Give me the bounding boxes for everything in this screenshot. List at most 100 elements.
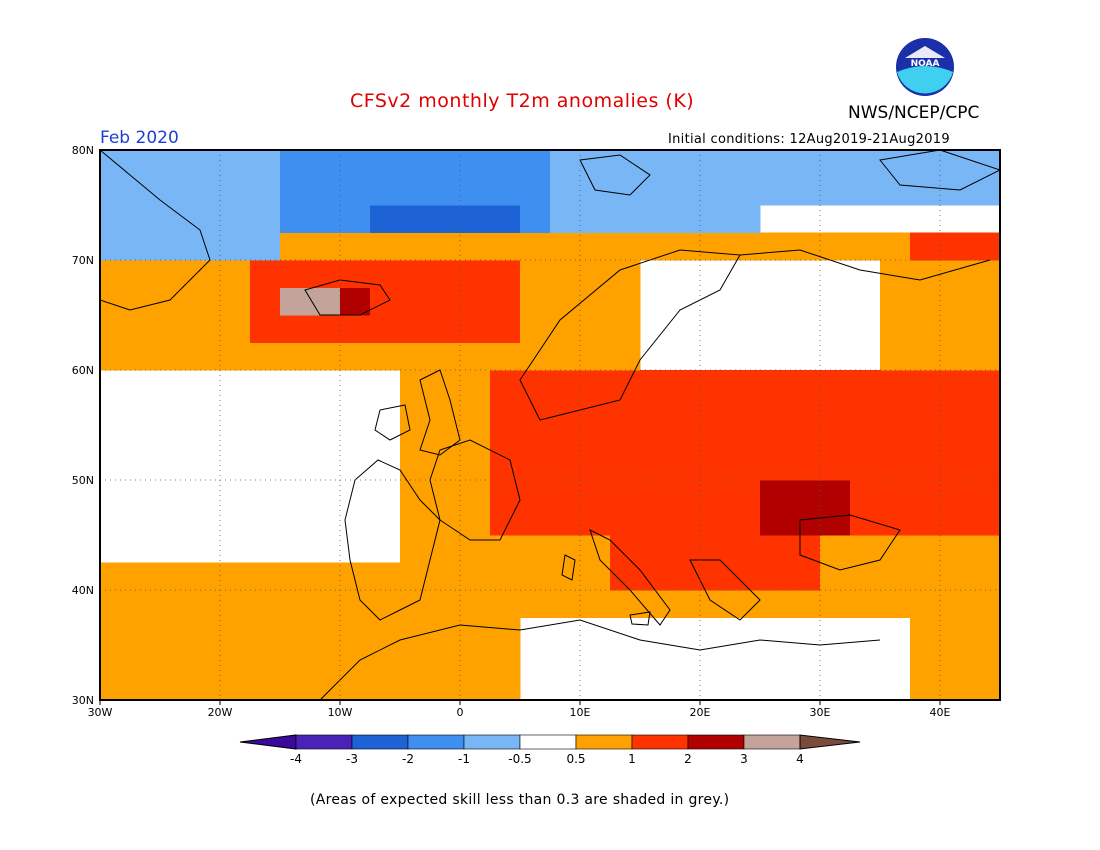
anomaly-cell <box>190 287 221 316</box>
anomaly-cell <box>550 425 581 453</box>
anomaly-cell <box>490 480 521 508</box>
anomaly-cell <box>670 590 701 618</box>
anomaly-cell <box>700 507 731 536</box>
anomaly-cell <box>730 232 761 261</box>
anomaly-cell <box>340 645 371 673</box>
anomaly-cell <box>430 150 461 178</box>
anomaly-cell <box>850 480 881 508</box>
anomaly-cell <box>880 562 911 591</box>
anomaly-cell <box>100 177 131 206</box>
anomaly-cell <box>220 342 251 371</box>
anomaly-cell <box>700 562 731 591</box>
anomaly-cell <box>250 205 281 233</box>
anomaly-field <box>100 150 1000 700</box>
anomaly-cell <box>970 177 1000 206</box>
anomaly-cell <box>940 287 971 316</box>
anomaly-cell <box>550 232 581 261</box>
anomaly-cell <box>490 672 521 700</box>
logo-text: NOAA <box>911 59 940 69</box>
anomaly-cell <box>640 452 671 481</box>
anomaly-cell <box>340 205 371 233</box>
anomaly-cell <box>580 425 611 453</box>
anomaly-cell <box>220 645 251 673</box>
anomaly-cell <box>400 535 431 563</box>
anomaly-cell <box>700 535 731 563</box>
longitude-tick-label: 30W <box>88 706 113 719</box>
anomaly-cell <box>670 150 701 178</box>
anomaly-cell <box>730 535 761 563</box>
anomaly-cell <box>400 672 431 700</box>
anomaly-cell <box>820 150 851 178</box>
anomaly-cell <box>580 452 611 481</box>
anomaly-cell <box>790 150 821 178</box>
latitude-tick-label: 50N <box>72 474 94 487</box>
anomaly-cell <box>730 562 761 591</box>
anomaly-cell <box>130 315 161 343</box>
anomaly-cell <box>880 425 911 453</box>
anomaly-cell <box>790 397 821 426</box>
anomaly-cell <box>940 672 971 700</box>
anomaly-cell <box>910 342 941 371</box>
anomaly-cell <box>880 480 911 508</box>
anomaly-cell <box>280 260 311 288</box>
longitude-tick-label: 20W <box>208 706 233 719</box>
anomaly-cell <box>670 452 701 481</box>
anomaly-cell <box>130 205 161 233</box>
anomaly-cell <box>490 150 521 178</box>
anomaly-cell <box>880 232 911 261</box>
anomaly-cell <box>640 397 671 426</box>
anomaly-cell <box>250 260 281 288</box>
anomaly-cell <box>580 315 611 343</box>
anomaly-cell <box>190 645 221 673</box>
anomaly-cell <box>940 452 971 481</box>
anomaly-cell <box>670 425 701 453</box>
anomaly-cell <box>430 645 461 673</box>
anomaly-cell <box>460 507 491 536</box>
anomaly-cell <box>820 370 851 398</box>
anomaly-cell <box>610 232 641 261</box>
anomaly-cell <box>850 177 881 206</box>
anomaly-cell <box>490 315 521 343</box>
anomaly-cell <box>220 562 251 591</box>
anomaly-cell <box>430 672 461 700</box>
anomaly-cell <box>640 507 671 536</box>
anomaly-cell <box>190 315 221 343</box>
anomaly-cell <box>460 150 491 178</box>
anomaly-cell <box>520 177 551 206</box>
anomaly-cell <box>550 287 581 316</box>
anomaly-cell <box>400 617 431 646</box>
anomaly-cell <box>760 480 791 508</box>
anomaly-cell <box>610 590 641 618</box>
anomaly-cell <box>940 535 971 563</box>
anomaly-cell <box>310 177 341 206</box>
anomaly-cell <box>790 535 821 563</box>
anomaly-cell <box>490 370 521 398</box>
anomaly-cell <box>580 397 611 426</box>
anomaly-cell <box>730 397 761 426</box>
anomaly-cell <box>940 177 971 206</box>
anomaly-cell <box>430 507 461 536</box>
anomaly-cell <box>250 672 281 700</box>
anomaly-cell <box>400 425 431 453</box>
anomaly-cell <box>820 507 851 536</box>
anomaly-cell <box>760 177 791 206</box>
colorbar-min-arrow <box>239 734 297 750</box>
latitude-tick-label: 70N <box>72 254 94 267</box>
anomaly-cell <box>940 315 971 343</box>
anomaly-cell <box>940 425 971 453</box>
anomaly-cell <box>280 562 311 591</box>
anomaly-cell <box>850 232 881 261</box>
anomaly-cell <box>340 342 371 371</box>
anomaly-cell <box>250 590 281 618</box>
anomaly-cell <box>700 232 731 261</box>
anomaly-cell <box>340 315 371 343</box>
anomaly-cell <box>580 370 611 398</box>
anomaly-cell <box>820 590 851 618</box>
anomaly-cell <box>190 617 221 646</box>
anomaly-cell <box>970 342 1000 371</box>
anomaly-cell <box>250 150 281 178</box>
anomaly-cell <box>850 590 881 618</box>
anomaly-cell <box>340 562 371 591</box>
anomaly-cell <box>850 425 881 453</box>
anomaly-cell <box>490 232 521 261</box>
